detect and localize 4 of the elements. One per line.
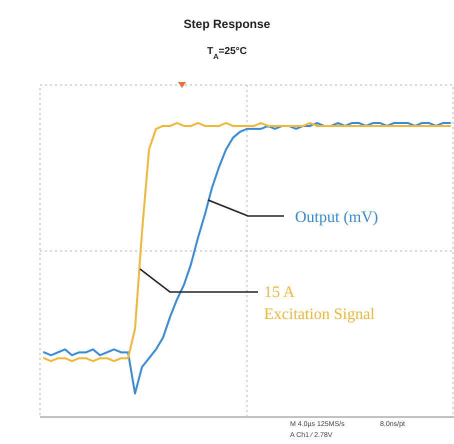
- chart-subtitle: T$_{A}$=25°C: [207, 46, 247, 60]
- text: Output (mV): [295, 209, 378, 226]
- chart-title: Step Response: [184, 17, 271, 31]
- text: 15 A Excitation Signal: [264, 284, 376, 323]
